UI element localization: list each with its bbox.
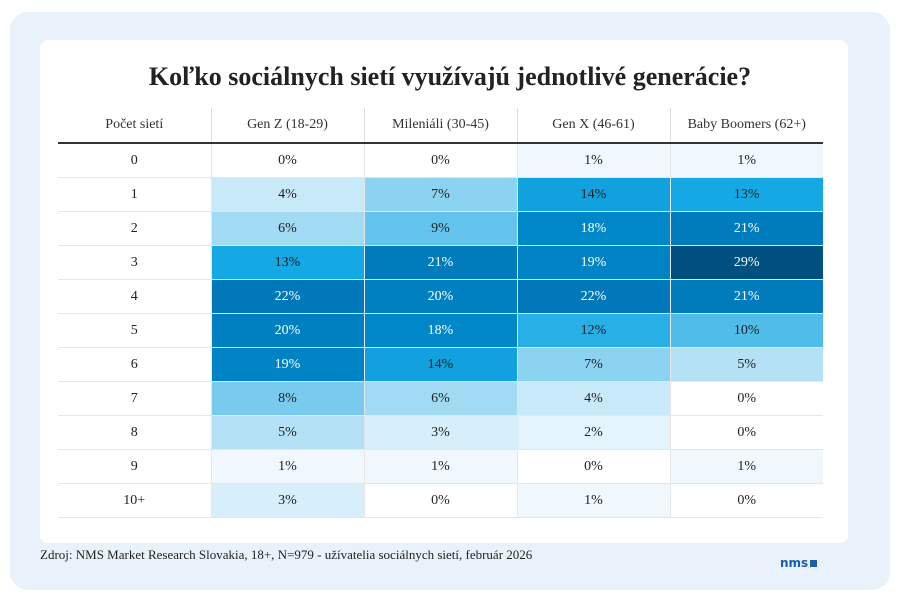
heatmap-cell: 13% bbox=[210, 245, 364, 280]
heatmap-cell: 5% bbox=[210, 415, 364, 450]
column-header: Baby Boomers (62+) bbox=[669, 108, 823, 144]
heatmap-cell: 21% bbox=[363, 245, 517, 280]
row-label: 3 bbox=[58, 245, 211, 280]
heatmap-cell: 21% bbox=[669, 211, 823, 246]
table-row: 2 6% 9% 18% 21% bbox=[58, 211, 823, 246]
heatmap-cell: 20% bbox=[210, 313, 364, 348]
heatmap-cell: 7% bbox=[363, 177, 517, 212]
heatmap-cell: 0% bbox=[669, 381, 823, 416]
table-row: 8 5% 3% 2% 0% bbox=[58, 415, 823, 450]
row-label: 0 bbox=[58, 143, 211, 178]
heatmap-cell: 1% bbox=[669, 143, 823, 178]
row-label: 5 bbox=[58, 313, 211, 348]
column-header: Gen X (46-61) bbox=[516, 108, 670, 144]
row-label: 9 bbox=[58, 449, 211, 484]
heatmap-cell: 19% bbox=[516, 245, 670, 280]
heatmap-cell: 10% bbox=[669, 313, 823, 348]
table-row: 1 4% 7% 14% 13% bbox=[58, 177, 823, 212]
heatmap-cell: 0% bbox=[669, 415, 823, 450]
table-row: 9 1% 1% 0% 1% bbox=[58, 449, 823, 484]
heatmap-cell: 1% bbox=[210, 449, 364, 484]
row-label: 8 bbox=[58, 415, 211, 450]
heatmap-cell: 6% bbox=[210, 211, 364, 246]
row-label: 4 bbox=[58, 279, 211, 314]
table-row: 10+ 3% 0% 1% 0% bbox=[58, 483, 823, 518]
column-header: Gen Z (18-29) bbox=[210, 108, 364, 144]
heatmap-cell: 5% bbox=[669, 347, 823, 382]
row-label: 10+ bbox=[58, 483, 211, 518]
heatmap-cell: 0% bbox=[669, 483, 823, 518]
heatmap-cell: 0% bbox=[210, 143, 364, 178]
table-row: 5 20% 18% 12% 10% bbox=[58, 313, 823, 348]
heatmap-cell: 0% bbox=[363, 483, 517, 518]
heatmap-cell: 1% bbox=[516, 483, 670, 518]
column-header: Mileniáli (30-45) bbox=[363, 108, 517, 144]
table-row: 3 13% 21% 19% 29% bbox=[58, 245, 823, 280]
heatmap-cell: 1% bbox=[669, 449, 823, 484]
heatmap-cell: 22% bbox=[516, 279, 670, 314]
heatmap-cell: 6% bbox=[363, 381, 517, 416]
chart-title: Koľko sociálnych sietí využívajú jednotl… bbox=[148, 62, 752, 91]
heatmap-cell: 20% bbox=[363, 279, 517, 314]
heatmap-cell: 19% bbox=[210, 347, 364, 382]
row-label: 7 bbox=[58, 381, 211, 416]
row-label: 2 bbox=[58, 211, 211, 246]
heatmap-cell: 4% bbox=[516, 381, 670, 416]
heatmap-cell: 14% bbox=[363, 347, 517, 382]
row-label: 6 bbox=[58, 347, 211, 382]
row-label: 1 bbox=[58, 177, 211, 212]
table-row: 0 0% 0% 1% 1% bbox=[58, 143, 823, 178]
heatmap-cell: 3% bbox=[210, 483, 364, 518]
heatmap-cell: 13% bbox=[669, 177, 823, 212]
heatmap-cell: 22% bbox=[210, 279, 364, 314]
heatmap-cell: 0% bbox=[516, 449, 670, 484]
heatmap-cell: 12% bbox=[516, 313, 670, 348]
heatmap-cell: 1% bbox=[363, 449, 517, 484]
table-row: 7 8% 6% 4% 0% bbox=[58, 381, 823, 416]
row-header: Počet sietí bbox=[58, 108, 211, 144]
heatmap-cell: 8% bbox=[210, 381, 364, 416]
heatmap-cell: 21% bbox=[669, 279, 823, 314]
heatmap-cell: 1% bbox=[516, 143, 670, 178]
heatmap-cell: 2% bbox=[516, 415, 670, 450]
heatmap-cell: 14% bbox=[516, 177, 670, 212]
source-note: Zdroj: NMS Market Research Slovakia, 18+… bbox=[40, 547, 533, 562]
heatmap-cell: 9% bbox=[363, 211, 517, 246]
heatmap-cell: 29% bbox=[669, 245, 823, 280]
nms-logo: nms bbox=[780, 556, 818, 570]
heatmap-table: Počet sietí Gen Z (18-29) Mileniáli (30-4… bbox=[58, 108, 823, 518]
heatmap-cell: 0% bbox=[363, 143, 517, 178]
table-row: 6 19% 14% 7% 5% bbox=[58, 347, 823, 382]
heatmap-cell: 18% bbox=[516, 211, 670, 246]
heatmap-cell: 18% bbox=[363, 313, 517, 348]
heatmap-cell: 7% bbox=[516, 347, 670, 382]
heatmap-cell: 4% bbox=[210, 177, 364, 212]
header-row: Počet sietí Gen Z (18-29) Mileniáli (30-4… bbox=[58, 108, 823, 144]
table-row: 4 22% 20% 22% 21% bbox=[58, 279, 823, 314]
heatmap-cell: 3% bbox=[363, 415, 517, 450]
